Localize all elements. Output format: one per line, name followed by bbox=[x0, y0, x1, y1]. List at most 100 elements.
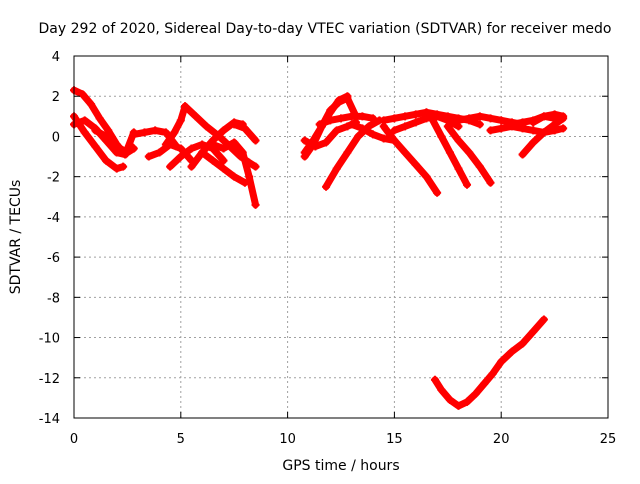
data-point bbox=[161, 140, 170, 149]
data-point bbox=[343, 148, 352, 157]
data-point bbox=[300, 152, 309, 161]
data-point bbox=[507, 347, 516, 356]
data-point bbox=[230, 120, 239, 129]
series-arc-11 bbox=[198, 148, 249, 187]
data-point bbox=[390, 126, 399, 135]
data-point bbox=[437, 132, 446, 141]
y-tick-label: 4 bbox=[52, 50, 60, 65]
data-point bbox=[422, 172, 431, 181]
data-point bbox=[422, 114, 431, 123]
plot-frame bbox=[73, 55, 609, 419]
data-point bbox=[529, 327, 538, 336]
data-point bbox=[550, 114, 559, 123]
data-point bbox=[390, 136, 399, 145]
data-point bbox=[486, 114, 495, 123]
data-point bbox=[411, 160, 420, 169]
data-point bbox=[87, 100, 96, 109]
data-point bbox=[430, 375, 439, 384]
data-point bbox=[465, 148, 474, 157]
series-track bbox=[162, 102, 189, 148]
y-tick-label: -6 bbox=[47, 251, 60, 266]
data-point bbox=[401, 112, 410, 121]
data-point bbox=[529, 126, 538, 135]
y-tick-label: 0 bbox=[52, 130, 60, 145]
x-axis-label: GPS time / hours bbox=[282, 458, 399, 474]
data-point bbox=[445, 395, 454, 404]
data-point bbox=[518, 150, 527, 159]
data-point bbox=[240, 124, 249, 133]
data-point bbox=[358, 124, 367, 133]
data-point bbox=[104, 126, 113, 135]
data-point bbox=[80, 128, 89, 137]
data-point bbox=[129, 144, 138, 153]
series-arc-21 bbox=[379, 122, 442, 197]
data-point bbox=[480, 379, 489, 388]
data-point bbox=[497, 116, 506, 125]
data-point bbox=[529, 138, 538, 147]
data-point bbox=[454, 116, 463, 125]
data-point bbox=[238, 148, 247, 157]
x-tick-label: 25 bbox=[600, 432, 617, 447]
data-point bbox=[379, 134, 388, 143]
data-point bbox=[129, 130, 138, 139]
y-tick-label: 2 bbox=[52, 90, 60, 105]
y-axis-label: SDTVAR / TECUs bbox=[8, 180, 24, 295]
data-point bbox=[78, 90, 87, 99]
data-point bbox=[497, 124, 506, 133]
data-point bbox=[454, 136, 463, 145]
data-point bbox=[518, 118, 527, 127]
data-point bbox=[176, 152, 185, 161]
data-point bbox=[343, 94, 352, 103]
series-arc-13 bbox=[230, 120, 260, 145]
series-track bbox=[431, 315, 548, 410]
data-point bbox=[486, 178, 495, 187]
data-point bbox=[198, 148, 207, 157]
data-point bbox=[219, 156, 228, 165]
series-arc-22 bbox=[390, 112, 463, 135]
data-point bbox=[181, 102, 190, 111]
data-point bbox=[518, 339, 527, 348]
data-point bbox=[433, 112, 442, 121]
data-point bbox=[119, 162, 128, 171]
data-point bbox=[245, 172, 254, 181]
y-tick-label: -14 bbox=[39, 412, 60, 427]
data-point bbox=[379, 122, 388, 131]
data-point bbox=[559, 114, 568, 123]
data-point bbox=[187, 144, 196, 153]
data-point bbox=[230, 172, 239, 181]
series-arc-23 bbox=[428, 116, 472, 189]
x-tick-label: 0 bbox=[70, 432, 78, 447]
data-point bbox=[326, 106, 335, 115]
data-point bbox=[539, 128, 548, 137]
data-point bbox=[251, 162, 260, 171]
data-point bbox=[315, 120, 324, 129]
axes: 0 5 10 15 20 25 -14 -12 -10 -8 -6 -4 -2 0 2 4 bbox=[39, 50, 617, 447]
x-tick-label: 15 bbox=[386, 432, 403, 447]
data-point bbox=[112, 164, 121, 173]
data-point bbox=[322, 182, 331, 191]
data-point bbox=[202, 122, 211, 131]
data-point bbox=[166, 162, 175, 171]
y-tick-label: -12 bbox=[39, 372, 60, 387]
data-point bbox=[401, 148, 410, 157]
series-arc-4 bbox=[91, 126, 138, 157]
data-point bbox=[539, 112, 548, 121]
data-point bbox=[445, 148, 454, 157]
data-point bbox=[411, 110, 420, 119]
data-point bbox=[358, 112, 367, 121]
series-arc-29 bbox=[529, 112, 559, 127]
grid-lines bbox=[74, 56, 608, 418]
data-point bbox=[91, 142, 100, 151]
data-point bbox=[401, 122, 410, 131]
data-point bbox=[251, 136, 260, 145]
series-arc-17 bbox=[322, 116, 384, 191]
data-point bbox=[529, 118, 538, 127]
data-point bbox=[251, 200, 260, 209]
data-point bbox=[176, 144, 185, 153]
data-point bbox=[311, 142, 320, 151]
data-point bbox=[102, 132, 111, 141]
data-point bbox=[390, 114, 399, 123]
data-point bbox=[433, 188, 442, 197]
data-point bbox=[437, 385, 446, 394]
